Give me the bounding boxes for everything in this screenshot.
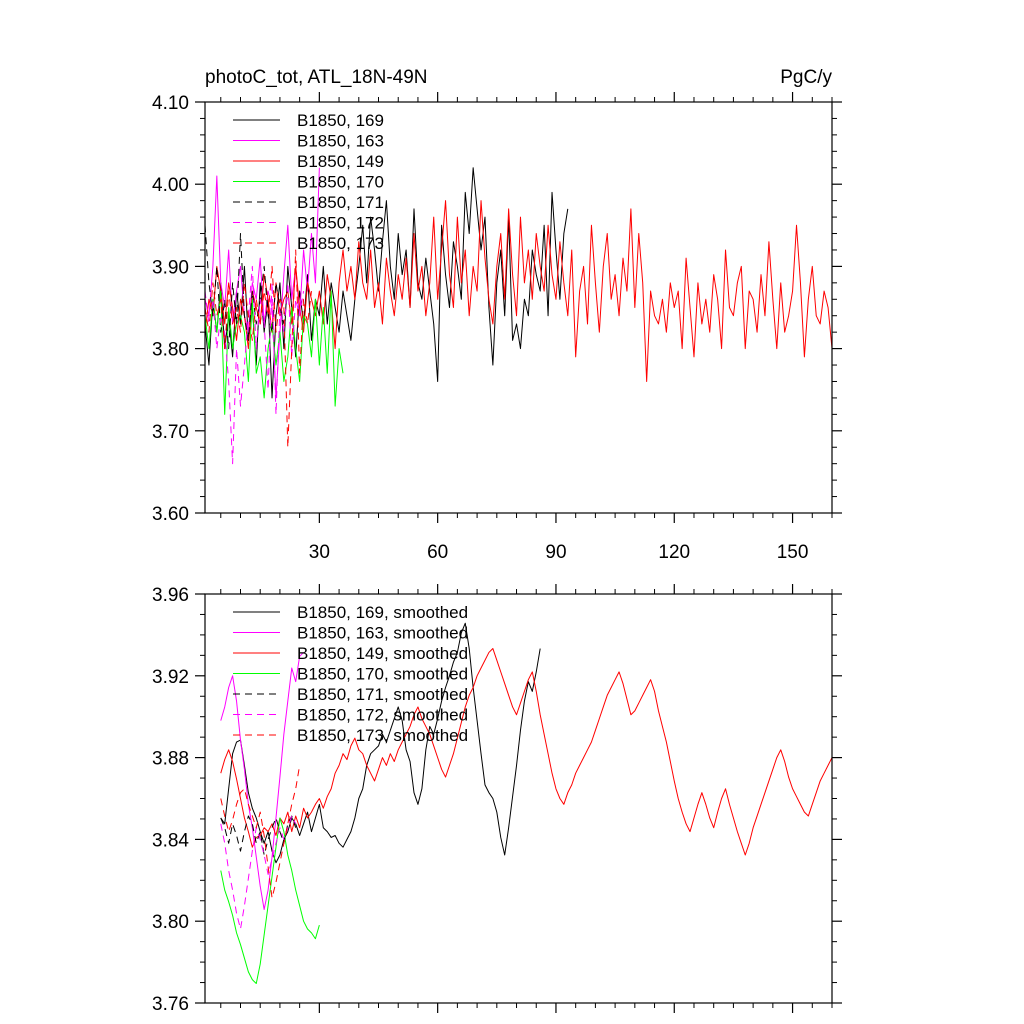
legend-entry-5: B1850, 172, smoothed xyxy=(297,706,468,725)
bottom-panel: 3.76 3.80 3.84 3.88 3.92 3.96 B1850, 169, smoo… xyxy=(152,584,842,1015)
series-line-4 xyxy=(205,225,289,350)
series-line-4 xyxy=(220,815,297,856)
y-tick-label: 3.80 xyxy=(152,340,189,361)
series-group xyxy=(205,167,832,465)
legend-entry-3: B1850, 170 xyxy=(297,173,384,192)
y-tick-label: 4.00 xyxy=(152,175,189,196)
y-tick-label: 3.90 xyxy=(152,257,189,278)
y-tick-label: 3.60 xyxy=(152,504,189,525)
chart-title: photoC_tot, ATL_18N-49N xyxy=(205,67,428,88)
series-line-1 xyxy=(205,167,320,399)
legend-entry-1: B1850, 163 xyxy=(297,132,384,151)
plot-frame xyxy=(204,101,833,514)
legend-entry-6: B1850, 173 xyxy=(297,234,384,253)
legend-entry-4: B1850, 171 xyxy=(297,193,384,212)
series-line-5 xyxy=(220,815,297,930)
series-line-3 xyxy=(205,290,344,415)
series-line-3 xyxy=(220,817,320,985)
series-line-6 xyxy=(205,249,312,448)
units-label: PgC/y xyxy=(780,67,832,88)
top-panel: 3.60 3.70 3.80 3.90 4.00 4.10 30 60 90 120 150 phot… xyxy=(152,67,842,563)
x-tick-label: 30 xyxy=(309,542,330,563)
y-tick-label: 3.92 xyxy=(152,667,189,688)
y-tick-label: 3.84 xyxy=(152,830,189,851)
series-line-2 xyxy=(220,648,832,856)
legend-entry-0: B1850, 169 xyxy=(297,111,384,130)
series-line-2 xyxy=(205,200,832,382)
x-tick-label: 60 xyxy=(427,542,448,563)
series-line-0 xyxy=(220,622,541,864)
legend-entry-0: B1850, 169, smoothed xyxy=(297,603,468,622)
x-tick-label: 90 xyxy=(545,542,566,563)
legend-entry-4: B1850, 171, smoothed xyxy=(297,685,468,704)
legend-entry-2: B1850, 149 xyxy=(297,152,384,171)
y-tick-label: 3.88 xyxy=(152,749,189,770)
legend-entry-5: B1850, 172 xyxy=(297,214,384,233)
y-tick-label: 4.10 xyxy=(152,93,189,114)
y-tick-label: 3.76 xyxy=(152,994,189,1015)
legend-entry-3: B1850, 170, smoothed xyxy=(297,665,468,684)
legend-entry-2: B1850, 149, smoothed xyxy=(297,644,468,663)
y-tick-label: 3.70 xyxy=(152,422,189,443)
x-tick-label: 120 xyxy=(658,542,690,563)
series-line-5 xyxy=(205,265,305,465)
y-tick-label: 3.96 xyxy=(152,585,189,606)
series-line-6 xyxy=(220,765,301,899)
legend-entry-6: B1850, 173, smoothed xyxy=(297,726,468,745)
x-tick-label: 150 xyxy=(777,542,809,563)
series-line-1 xyxy=(220,652,304,911)
series-group xyxy=(220,622,832,985)
y-tick-label: 3.80 xyxy=(152,912,189,933)
legend-entry-1: B1850, 163, smoothed xyxy=(297,624,468,643)
